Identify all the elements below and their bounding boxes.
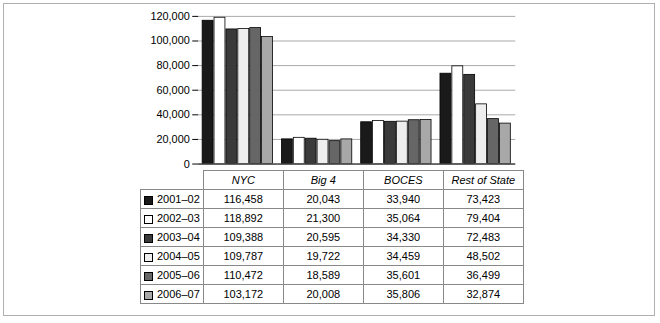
- html-text:35,601: 35,601: [386, 269, 421, 281]
- html-text:48,502: 48,502: [466, 250, 501, 262]
- html-text:109,787: 109,787: [223, 250, 264, 262]
- svg-text:20,000: 20,000: [156, 133, 189, 145]
- html-text:BOCES: BOCES: [384, 174, 423, 186]
- html-text:19,722: 19,722: [306, 250, 341, 262]
- html-text:110,472: 110,472: [223, 269, 263, 281]
- html-text:2003–04: 2003–04: [157, 231, 200, 243]
- html-text:32,874: 32,874: [466, 288, 501, 300]
- html-text:2002–03: 2002–03: [157, 212, 200, 224]
- html-text:Rest of State: Rest of State: [451, 174, 516, 186]
- html-text:109,388: 109,388: [223, 231, 264, 243]
- html-text:79,404: 79,404: [466, 212, 501, 224]
- html-text:116,458: 116,458: [223, 193, 263, 205]
- html-text:72,483: 72,483: [466, 231, 501, 243]
- html-text:2005–06: 2005–06: [157, 269, 200, 281]
- html-text:118,892: 118,892: [223, 212, 263, 224]
- html-text:34,330: 34,330: [386, 231, 421, 243]
- svg-text:0: 0: [184, 158, 190, 168]
- html-text:103,172: 103,172: [223, 288, 264, 300]
- html-text:33,940: 33,940: [386, 193, 421, 205]
- html-text:Big 4: Big 4: [310, 174, 336, 186]
- html-text:2001–02: 2001–02: [157, 193, 200, 205]
- svg-text:80,000: 80,000: [156, 59, 189, 71]
- svg-text:60,000: 60,000: [156, 84, 189, 96]
- html-text:35,064: 35,064: [386, 212, 421, 224]
- html-text:2006–07: 2006–07: [157, 288, 200, 300]
- html-text:20,595: 20,595: [306, 231, 341, 243]
- html-text:20,043: 20,043: [306, 193, 341, 205]
- svg-text:100,000: 100,000: [150, 34, 189, 46]
- html-text:2004–05: 2004–05: [157, 250, 200, 262]
- html-text:20,008: 20,008: [306, 288, 341, 300]
- svg-text:120,000: 120,000: [150, 10, 189, 22]
- html-text:18,589: 18,589: [306, 269, 341, 281]
- html-text:34,459: 34,459: [386, 250, 421, 262]
- html-text:73,423: 73,423: [466, 193, 501, 205]
- html-text:36,499: 36,499: [466, 269, 501, 281]
- html-text:NYC: NYC: [231, 174, 255, 186]
- html-text:21,300: 21,300: [306, 212, 341, 224]
- svg-text:40,000: 40,000: [156, 108, 189, 120]
- html-text:35,806: 35,806: [386, 288, 421, 300]
